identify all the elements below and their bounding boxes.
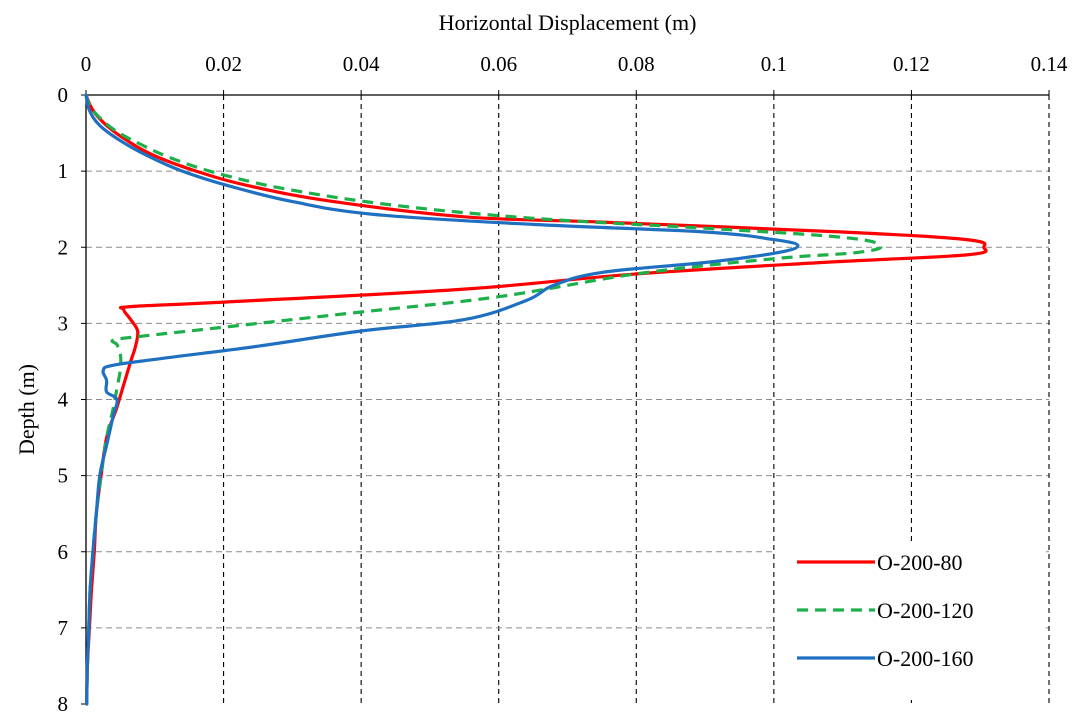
legend-items: O-200-80 O-200-120 O-200-160	[797, 550, 974, 671]
y-tick-label: 2	[58, 235, 69, 259]
y-tick-label: 4	[58, 388, 69, 412]
x-tick-label: 0.12	[893, 52, 930, 76]
legend: O-200-80 O-200-120 O-200-160	[775, 542, 1045, 700]
x-tick-label: 0.02	[205, 52, 242, 76]
series-line-o-200-120	[84, 94, 883, 705]
series-line-o-200-160	[84, 93, 800, 706]
legend-label-o-200-80: O-200-80	[877, 550, 963, 575]
legend-label-o-200-120: O-200-120	[877, 598, 974, 623]
x-axis-title: Horizontal Displacement (m)	[439, 10, 697, 35]
y-tick-label: 5	[58, 464, 69, 488]
y-tick-label: 6	[58, 540, 69, 564]
y-axis-title: Depth (m)	[14, 364, 39, 455]
x-tick-label: 0.14	[1031, 52, 1068, 76]
y-tick-label: 0	[58, 83, 69, 107]
legend-background	[775, 542, 1045, 700]
grid	[81, 90, 1050, 705]
y-tick-labels: 0 1 2 3 4 5 6 7 8	[58, 83, 69, 712]
x-tick-label: 0.1	[761, 52, 787, 76]
y-tick-label: 7	[58, 616, 69, 640]
series-layer	[84, 93, 988, 706]
y-tick-label: 8	[58, 692, 69, 712]
y-tick-label: 3	[58, 311, 69, 335]
x-tick-label: 0.08	[618, 52, 655, 76]
x-tick-labels: 0 0.02 0.04 0.06 0.08 0.1 0.12 0.14	[81, 52, 1068, 76]
x-tick-label: 0.04	[343, 52, 380, 76]
x-tick-label: 0.06	[480, 52, 517, 76]
x-tick-label: 0	[81, 52, 92, 76]
legend-label-o-200-160: O-200-160	[877, 646, 974, 671]
y-tick-label: 1	[58, 159, 69, 183]
